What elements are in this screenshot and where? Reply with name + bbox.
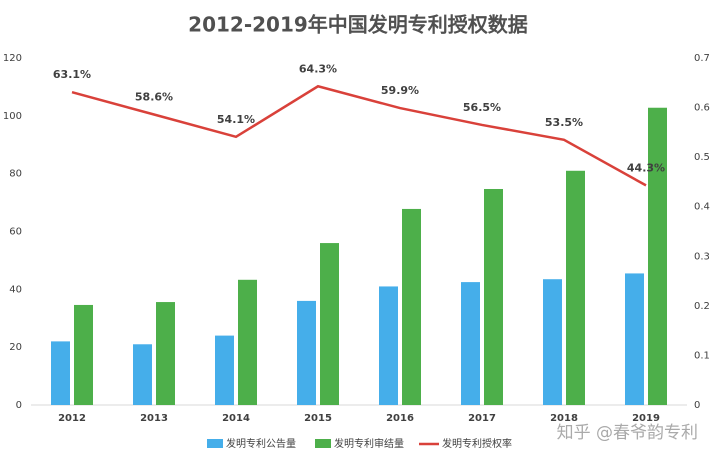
legend-swatch bbox=[207, 439, 223, 448]
bar bbox=[402, 208, 421, 405]
bar bbox=[133, 344, 152, 405]
legend-label: 发明专利审结量 bbox=[334, 437, 404, 450]
chart-title: 2012-2019年中国发明专利授权数据 bbox=[188, 13, 528, 37]
x-tick-label: 2015 bbox=[304, 413, 332, 424]
legend-label: 发明专利授权率 bbox=[442, 437, 512, 450]
data-label: 44.3% bbox=[627, 161, 665, 174]
data-label: 53.5% bbox=[545, 116, 583, 129]
bar bbox=[648, 107, 667, 405]
watermark: 知乎 @春爷韵专利 bbox=[557, 423, 698, 443]
data-label: 59.9% bbox=[381, 84, 419, 97]
data-label: 64.3% bbox=[299, 62, 337, 75]
legend-label: 发明专利公告量 bbox=[226, 437, 296, 450]
y2-tick-label: 0.7 bbox=[694, 53, 710, 64]
y-tick-label: 100 bbox=[3, 111, 22, 122]
bar bbox=[215, 335, 234, 405]
y2-tick-label: 0 bbox=[694, 400, 700, 411]
y2-tick-label: 0.6 bbox=[694, 103, 710, 114]
y-tick-label: 0 bbox=[16, 400, 22, 411]
data-label: 56.5% bbox=[463, 101, 501, 114]
x-tick-label: 2014 bbox=[222, 413, 250, 424]
x-tick-label: 2016 bbox=[386, 413, 414, 424]
y2-tick-label: 0.1 bbox=[694, 350, 710, 361]
bar bbox=[566, 170, 585, 405]
y-tick-label: 80 bbox=[9, 169, 22, 180]
bar bbox=[484, 188, 503, 405]
bar bbox=[543, 279, 562, 405]
y-tick-label: 120 bbox=[3, 53, 22, 64]
bar bbox=[156, 302, 175, 405]
y2-tick-label: 0.3 bbox=[694, 251, 710, 262]
x-tick-label: 2019 bbox=[632, 413, 660, 424]
bar bbox=[461, 282, 480, 405]
legend-swatch bbox=[315, 439, 331, 448]
y2-tick-label: 0.4 bbox=[694, 202, 710, 213]
y-tick-label: 20 bbox=[9, 342, 22, 353]
bar bbox=[379, 286, 398, 405]
data-label: 54.1% bbox=[217, 113, 255, 126]
x-tick-label: 2013 bbox=[140, 413, 168, 424]
data-label: 58.6% bbox=[135, 91, 173, 104]
line bbox=[71, 84, 647, 187]
y-tick-label: 40 bbox=[9, 284, 22, 295]
bar bbox=[625, 273, 644, 405]
x-tick-label: 2012 bbox=[58, 413, 86, 424]
data-label: 63.1% bbox=[53, 68, 91, 81]
y-tick-label: 60 bbox=[9, 227, 22, 238]
x-tick-label: 2018 bbox=[550, 413, 578, 424]
y2-tick-label: 0.2 bbox=[694, 301, 710, 312]
x-tick-label: 2017 bbox=[468, 413, 496, 424]
bar bbox=[51, 341, 70, 405]
bar bbox=[238, 279, 257, 405]
bar bbox=[74, 304, 93, 405]
y2-tick-label: 0.5 bbox=[694, 152, 710, 163]
bar bbox=[320, 243, 339, 405]
bar bbox=[297, 300, 316, 405]
